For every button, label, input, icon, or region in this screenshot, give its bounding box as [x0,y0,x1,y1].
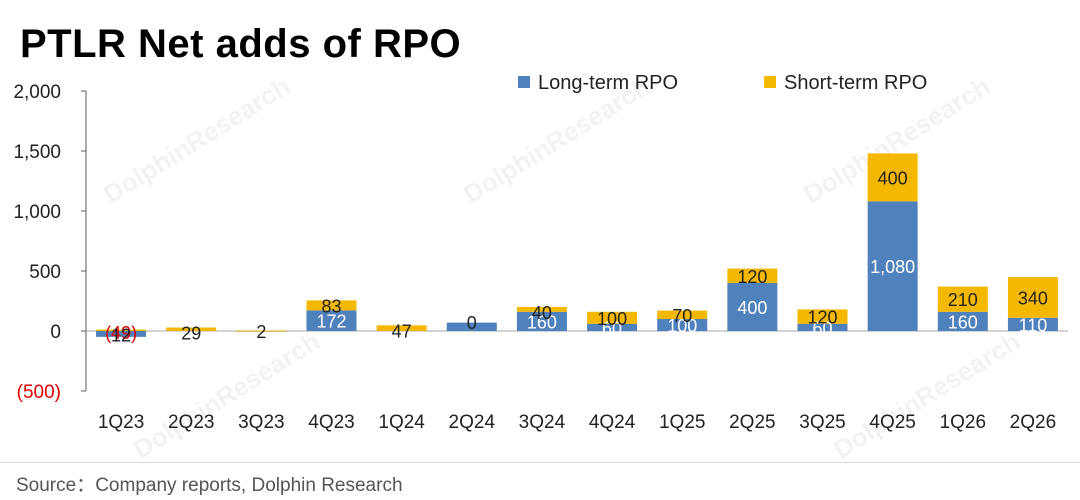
x-tick-label: 3Q23 [238,412,284,433]
data-label-long-term: 2 [256,322,266,342]
data-label-short-term: 47 [392,321,412,341]
stacked-bar-chart: 2,000 1,500 1,000 500 0 (500) 1Q23 2Q23 3Q23 4Q23… [13,72,1068,433]
x-tick-label: 4Q24 [589,412,636,433]
data-label-short-term: 29 [181,324,201,344]
data-label-short-term: 340 [1018,288,1048,308]
x-tick-label: 2Q24 [449,412,496,433]
data-label-short-term: 100 [597,309,627,329]
data-label-long-term: 160 [527,312,557,332]
y-tick-label: 1,500 [13,142,61,163]
bars-layer [96,153,1058,337]
y-tick-label: 500 [29,262,61,283]
bar-long-term [937,311,988,331]
x-tick-label: 2Q23 [168,412,214,433]
data-label-short-term: 120 [737,267,767,287]
bar-short-term [727,268,778,283]
x-tick-label: 3Q24 [519,412,566,433]
bar-short-term [867,153,918,202]
bar-long-term [797,323,848,331]
y-tick-label: 0 [50,322,61,343]
bar-long-term [657,319,708,331]
bar-short-term [1007,277,1058,318]
legend-swatch-short-term [764,76,776,88]
x-tick-label: 1Q26 [940,412,986,433]
bar-long-term [446,322,497,331]
y-tick-label: 1,000 [13,202,61,223]
x-tick-label: 4Q23 [308,412,354,433]
x-tick-label: 1Q24 [378,412,425,433]
data-label-long-term: 172 [316,312,346,332]
bar-long-term [867,201,918,331]
x-tick-label: 1Q23 [98,412,144,433]
x-tick-label: 2Q26 [1010,412,1056,433]
legend-label-short-term: Short-term RPO [784,72,927,94]
data-label-long-term: 1,080 [870,257,915,277]
bar-short-term [166,327,217,331]
divider [0,462,1080,463]
axis-layer: 2,000 1,500 1,000 500 0 (500) 1Q23 2Q23 3Q23 4Q23… [13,82,1068,433]
data-label-short-term: 400 [878,168,908,188]
bar-short-term [657,310,708,319]
data-label-long-term: 100 [667,316,697,336]
data-label-long-term: 160 [948,312,978,332]
data-label-short-term: 70 [672,306,692,326]
chart-title: PTLR Net adds of RPO [20,22,462,66]
x-tick-label: 2Q25 [729,412,775,433]
data-label-long-term: 0 [467,313,477,333]
data-label-long-term: 110 [1019,315,1048,335]
data-label-short-term: 210 [948,290,978,310]
x-tick-label: 1Q25 [659,412,705,433]
bar-long-term [516,311,567,331]
legend: Long-term RPO Short-term RPO [518,72,927,94]
bar-short-term [376,325,427,331]
legend-label-long-term: Long-term RPO [538,72,678,94]
bar-short-term [236,330,287,332]
bar-long-term [96,331,147,337]
bar-short-term [797,309,848,324]
data-label-long-term: 60 [602,318,622,338]
bar-short-term [937,286,988,312]
x-tick-label: 3Q25 [799,412,845,433]
data-label-long-term: (49) [105,323,137,343]
data-label-short-term: 83 [321,296,341,316]
y-tick-label: (500) [17,382,61,403]
legend-swatch-long-term [518,76,530,88]
bar-short-term [516,307,567,312]
data-label-short-term: 120 [807,308,837,328]
bar-long-term [587,323,638,331]
data-label-short-term: 12 [111,326,131,346]
data-label-short-term: 40 [532,303,552,323]
data-label-long-term: 400 [737,298,767,318]
source-note: Source：Company reports, Dolphin Research [16,475,403,496]
bar-short-term [306,300,357,311]
x-tick-label: 4Q25 [869,412,915,433]
bar-long-term [1007,317,1058,331]
bar-long-term [727,283,778,331]
y-tick-label: 2,000 [13,82,61,103]
bar-short-term [96,329,147,331]
data-label-long-term: 60 [812,318,832,338]
bar-short-term [587,311,638,324]
bar-long-term [306,310,357,331]
